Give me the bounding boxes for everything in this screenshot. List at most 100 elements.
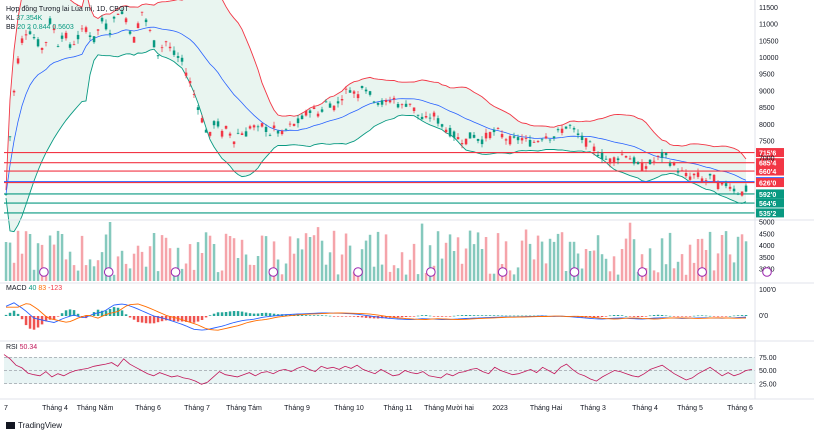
candle-body — [112, 16, 116, 19]
price-tick-label: 7500 — [759, 139, 775, 146]
candle-body — [448, 127, 452, 137]
level-label: 660'4 — [759, 169, 776, 176]
macd-histogram-bar — [620, 315, 624, 316]
volume-bar — [108, 222, 112, 281]
macd-histogram-bar — [220, 312, 224, 316]
volume-bar — [320, 240, 324, 281]
time-tick-label: Tháng 5 — [677, 405, 703, 412]
candle-body — [552, 136, 556, 138]
candle-body — [380, 100, 384, 105]
candle-body — [108, 33, 112, 35]
volume-bar — [520, 240, 524, 281]
macd-histogram-bar — [720, 316, 724, 317]
volume-bar — [436, 231, 440, 281]
candle-body — [608, 158, 612, 164]
volume-bar — [576, 253, 580, 281]
time-tick-label: 2023 — [492, 405, 508, 412]
macd-histogram-bar — [300, 315, 304, 316]
volume-bar — [196, 242, 200, 281]
volume-bar — [660, 238, 664, 281]
macd-histogram-bar — [448, 316, 452, 317]
candle-body — [688, 176, 692, 180]
candle-body — [728, 186, 732, 189]
candle-body — [416, 114, 420, 116]
candle-body — [88, 35, 92, 37]
candle-body — [672, 162, 676, 166]
candle-body — [368, 91, 372, 95]
volume-bar — [76, 270, 80, 281]
candle-body — [320, 109, 324, 112]
macd-histogram-bar — [588, 316, 592, 318]
macd-histogram-bar — [660, 315, 664, 316]
volume-bar — [680, 254, 684, 281]
tradingview-watermark[interactable]: TradingView — [6, 421, 62, 430]
candle-body — [456, 137, 460, 140]
candle-body — [452, 131, 456, 138]
volume-bar — [12, 262, 16, 281]
volume-bar — [140, 251, 144, 281]
event-marker-icon — [497, 267, 508, 277]
volume-bar — [148, 246, 152, 281]
macd-line — [5, 302, 747, 331]
macd-histogram-bar — [124, 314, 128, 316]
macd-histogram-bar — [368, 316, 372, 319]
macd-histogram-bar — [624, 316, 628, 317]
volume-bar — [104, 234, 108, 281]
volume-bar — [440, 258, 444, 281]
candle-body — [648, 159, 652, 165]
macd-histogram-bar — [652, 315, 656, 316]
volume-bar — [372, 266, 376, 281]
macd-histogram-bar — [684, 316, 688, 317]
candle-body — [712, 174, 716, 182]
macd-histogram-bar — [272, 313, 276, 316]
candle-body — [540, 139, 544, 141]
volume-bar — [736, 236, 740, 281]
macd-histogram-bar — [632, 316, 636, 317]
macd-histogram-bar — [384, 316, 388, 319]
volume-bar — [456, 237, 460, 281]
rsi-label: RSI — [6, 344, 18, 351]
macd-histogram-bar — [296, 315, 300, 316]
volume-bar — [424, 273, 428, 281]
candle-body — [372, 101, 376, 103]
candle-body — [676, 171, 680, 173]
candle-body — [656, 155, 660, 157]
macd-v1: 40 — [28, 285, 37, 292]
macd-histogram-bar — [500, 315, 504, 317]
candle-body — [592, 146, 596, 151]
macd-histogram-bar — [136, 316, 140, 323]
price-tick-label: 9000 — [759, 88, 775, 95]
volume-bar — [184, 263, 188, 281]
event-marker-icon — [268, 267, 279, 277]
event-marker-icon — [569, 267, 580, 277]
macd-histogram-bar — [164, 316, 168, 321]
candle-body — [692, 173, 696, 176]
price-tick-label: 9500 — [759, 72, 775, 79]
macd-label: MACD — [6, 285, 27, 292]
macd-histogram-bar — [324, 315, 328, 317]
macd-histogram-bar — [528, 315, 532, 317]
volume-bar — [24, 231, 28, 281]
candle-body — [96, 29, 100, 31]
candle-body — [468, 132, 472, 139]
candle-body — [324, 101, 328, 103]
macd-histogram-bar — [668, 315, 672, 317]
volume-bar — [420, 223, 424, 281]
macd-histogram-bar — [460, 315, 464, 316]
event-marker-icon — [697, 267, 707, 277]
candle-body — [360, 86, 364, 88]
bollinger-lower-line — [5, 48, 747, 233]
volume-bar — [480, 249, 484, 281]
volume-tick-label: 5000 — [759, 220, 775, 227]
volume-bar — [592, 250, 596, 281]
volume-bar — [344, 233, 348, 281]
candle-body — [8, 136, 12, 138]
candle-body — [492, 129, 496, 133]
price-tick-label: 10500 — [759, 38, 779, 45]
volume-bar — [172, 273, 176, 281]
candle-body — [64, 32, 68, 39]
candle-body — [480, 139, 484, 145]
tradingview-logo-icon — [6, 422, 15, 429]
